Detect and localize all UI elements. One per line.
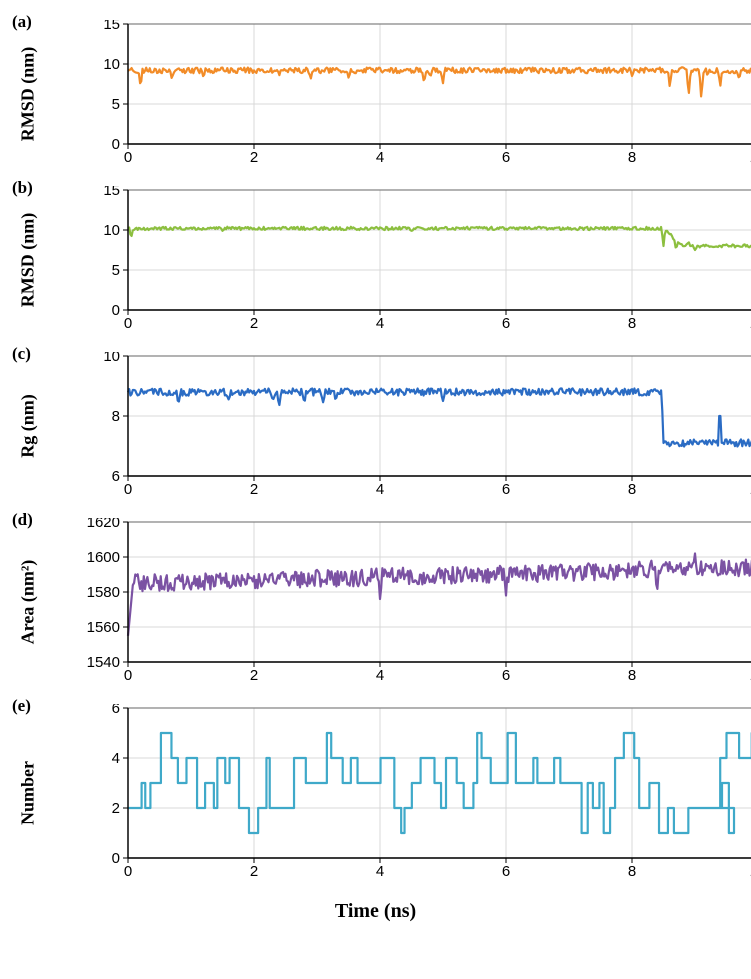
plot-a: 0246810 051015 — [82, 20, 751, 168]
svg-text:8: 8 — [628, 667, 636, 684]
panel-label-a: (a) — [12, 12, 32, 32]
svg-text:0: 0 — [124, 863, 132, 880]
svg-text:2: 2 — [250, 863, 258, 880]
panel-a: (a) RMSD (nm) 0246810 051015 — [20, 20, 731, 168]
svg-text:1540: 1540 — [87, 654, 120, 671]
svg-text:8: 8 — [628, 863, 636, 880]
svg-text:6: 6 — [502, 315, 510, 332]
plot-c: 0246810 6810 — [82, 352, 751, 500]
svg-text:6: 6 — [112, 704, 120, 717]
svg-text:2: 2 — [250, 149, 258, 166]
svg-text:4: 4 — [112, 750, 120, 767]
svg-text:5: 5 — [112, 262, 120, 279]
y-axis-label-d: Area (nm²) — [18, 560, 39, 645]
svg-text:1580: 1580 — [87, 584, 120, 601]
panel-b: (b) RMSD (nm) 0246810 051015 — [20, 186, 731, 334]
svg-text:6: 6 — [502, 481, 510, 498]
y-axis-label-b: RMSD (nm) — [18, 213, 39, 308]
svg-text:2: 2 — [250, 667, 258, 684]
svg-text:0: 0 — [112, 302, 120, 319]
svg-text:0: 0 — [124, 667, 132, 684]
svg-text:0: 0 — [124, 315, 132, 332]
svg-text:4: 4 — [376, 863, 384, 880]
x-axis-label: Time (ns) — [20, 900, 731, 923]
figure-multipanel: (a) RMSD (nm) 0246810 051015 (b) RMSD (n… — [20, 20, 731, 923]
svg-text:6: 6 — [502, 863, 510, 880]
panel-label-d: (d) — [12, 510, 33, 530]
svg-text:6: 6 — [112, 468, 120, 485]
svg-text:1620: 1620 — [87, 518, 120, 531]
svg-text:0: 0 — [124, 149, 132, 166]
svg-text:4: 4 — [376, 481, 384, 498]
y-axis-label-a: RMSD (nm) — [18, 47, 39, 142]
svg-text:8: 8 — [628, 315, 636, 332]
svg-text:4: 4 — [376, 315, 384, 332]
panel-c: (c) Rg (nm) 0246810 6810 — [20, 352, 731, 500]
svg-text:1600: 1600 — [87, 549, 120, 566]
svg-text:10: 10 — [103, 56, 120, 73]
y-axis-label-c: Rg (nm) — [18, 394, 39, 458]
svg-text:15: 15 — [103, 186, 120, 199]
panel-e: (e) Number 0246810 0246 — [20, 704, 731, 882]
svg-text:6: 6 — [502, 149, 510, 166]
svg-text:0: 0 — [112, 136, 120, 153]
svg-text:6: 6 — [502, 667, 510, 684]
svg-text:2: 2 — [250, 481, 258, 498]
svg-text:4: 4 — [376, 667, 384, 684]
y-axis-label-e: Number — [18, 761, 39, 825]
svg-text:8: 8 — [112, 408, 120, 425]
panel-label-e: (e) — [12, 696, 31, 716]
svg-text:15: 15 — [103, 20, 120, 33]
svg-text:4: 4 — [376, 149, 384, 166]
svg-text:0: 0 — [124, 481, 132, 498]
panel-d: (d) Area (nm²) 0246810 15401560158016001… — [20, 518, 731, 686]
panel-label-b: (b) — [12, 178, 33, 198]
plot-d: 0246810 15401560158016001620 — [82, 518, 751, 686]
svg-text:10: 10 — [103, 352, 120, 365]
svg-text:8: 8 — [628, 481, 636, 498]
svg-text:5: 5 — [112, 96, 120, 113]
svg-text:8: 8 — [628, 149, 636, 166]
panel-label-c: (c) — [12, 344, 31, 364]
svg-text:2: 2 — [112, 800, 120, 817]
svg-text:2: 2 — [250, 315, 258, 332]
svg-text:1560: 1560 — [87, 619, 120, 636]
plot-e: 0246810 0246 — [82, 704, 751, 882]
svg-text:0: 0 — [112, 850, 120, 867]
plot-b: 0246810 051015 — [82, 186, 751, 334]
svg-text:10: 10 — [103, 222, 120, 239]
